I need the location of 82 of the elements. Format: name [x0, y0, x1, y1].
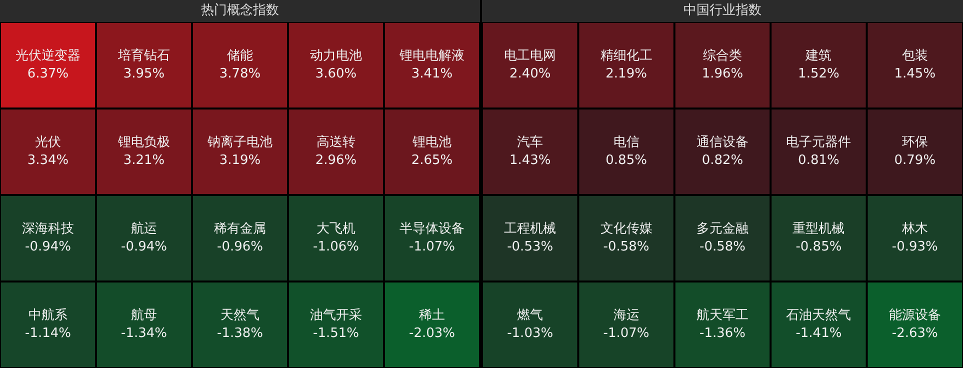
- data-label: 3.21%: [123, 153, 165, 168]
- category-label: 锂电池: [412, 135, 452, 150]
- category-label: 文化传媒: [600, 222, 652, 237]
- category-label: 深海科技: [22, 222, 74, 237]
- data-label: -0.53%: [507, 240, 554, 255]
- data-label: 3.78%: [219, 66, 261, 82]
- data-label: 3.60%: [315, 66, 357, 82]
- data-label: 3.34%: [27, 153, 69, 168]
- category-label: 通信设备: [696, 135, 748, 150]
- category-label: 稀有金属: [214, 222, 266, 237]
- category-label: 航天军工: [696, 308, 748, 324]
- data-label: 2.96%: [315, 153, 357, 168]
- category-label: 汽车: [517, 135, 544, 150]
- category-label: 航运: [131, 222, 157, 237]
- category-label: 工程机械: [504, 222, 556, 237]
- category-label: 精细化工: [600, 48, 652, 64]
- data-label: 1.43%: [509, 153, 551, 168]
- category-label: 储能: [227, 48, 253, 64]
- data-label: -0.96%: [217, 240, 263, 255]
- data-label: -1.03%: [507, 326, 554, 342]
- category-label: 电工电网: [504, 48, 556, 64]
- data-label: 1.96%: [702, 66, 744, 82]
- category-label: 油气开采: [310, 308, 362, 324]
- data-label: 2.65%: [411, 153, 453, 168]
- category-label: 能源设备: [888, 308, 941, 324]
- category-label: 石油天然气: [786, 308, 852, 324]
- data-label: -0.58%: [603, 240, 650, 255]
- data-label: -1.36%: [700, 326, 746, 342]
- category-label: 光伏: [35, 135, 61, 150]
- category-label: 天然气: [220, 308, 260, 324]
- category-label: 林木: [900, 222, 928, 237]
- category-label: 多元金融: [696, 222, 748, 237]
- data-label: -1.41%: [796, 326, 842, 342]
- data-label: 1.45%: [894, 66, 936, 82]
- data-label: 2.40%: [509, 66, 551, 82]
- category-label: 光伏逆变器: [16, 48, 80, 64]
- data-label: 0.82%: [702, 153, 744, 168]
- category-label: 电信: [613, 135, 640, 150]
- data-label: -1.38%: [217, 326, 263, 342]
- data-label: 3.41%: [411, 66, 453, 82]
- data-label: -0.94%: [25, 240, 71, 255]
- category-label: 环保: [902, 135, 928, 150]
- category-label: 稀土: [419, 308, 445, 324]
- category-label: 培育钻石: [117, 48, 170, 64]
- data-label: -1.07%: [409, 240, 455, 255]
- data-label: 3.95%: [123, 66, 165, 82]
- data-label: 0.81%: [798, 153, 840, 168]
- category-label: 半导体设备: [400, 222, 464, 237]
- category-label: 包装: [902, 48, 928, 64]
- category-label: 建筑: [804, 48, 832, 64]
- data-label: -0.85%: [796, 240, 842, 255]
- data-label: 2.19%: [606, 66, 647, 82]
- category-label: 锂电负极: [117, 135, 170, 150]
- category-label: 锂电电解液: [398, 48, 464, 64]
- data-label: -1.34%: [121, 326, 167, 342]
- data-label: -1.14%: [25, 326, 71, 342]
- category-label: 电子元器件: [786, 135, 852, 150]
- data-label: -2.63%: [892, 326, 938, 342]
- category-label: 动力电池: [310, 48, 362, 64]
- category-label: 大飞机: [316, 222, 356, 237]
- category-label: 中航系: [28, 308, 68, 324]
- data-label: -0.94%: [121, 240, 167, 255]
- category-label: 高送转: [316, 134, 356, 150]
- data-label: -1.06%: [313, 240, 359, 255]
- category-label: 综合类: [703, 48, 742, 64]
- category-label: 航母: [131, 308, 157, 324]
- data-label: -0.58%: [700, 240, 746, 255]
- data-label: -1.51%: [313, 326, 359, 342]
- data-label: 3.19%: [219, 153, 261, 168]
- data-label: 0.79%: [894, 153, 936, 168]
- header-strip: 中国行业指数: [482, 0, 963, 22]
- data-label: 6.37%: [27, 66, 69, 82]
- data-label: -0.93%: [892, 240, 938, 255]
- category-label: 燃气: [517, 308, 544, 324]
- data-label: 0.85%: [606, 153, 647, 168]
- category-label: 重型机械: [792, 222, 845, 237]
- category-label: 海运: [613, 308, 640, 324]
- data-label: -1.07%: [603, 326, 650, 342]
- header-strip: 热门概念指数: [0, 0, 480, 22]
- category-label: 钠离子电池: [206, 134, 272, 150]
- data-label: 1.52%: [798, 66, 840, 82]
- data-label: -2.03%: [409, 326, 455, 342]
